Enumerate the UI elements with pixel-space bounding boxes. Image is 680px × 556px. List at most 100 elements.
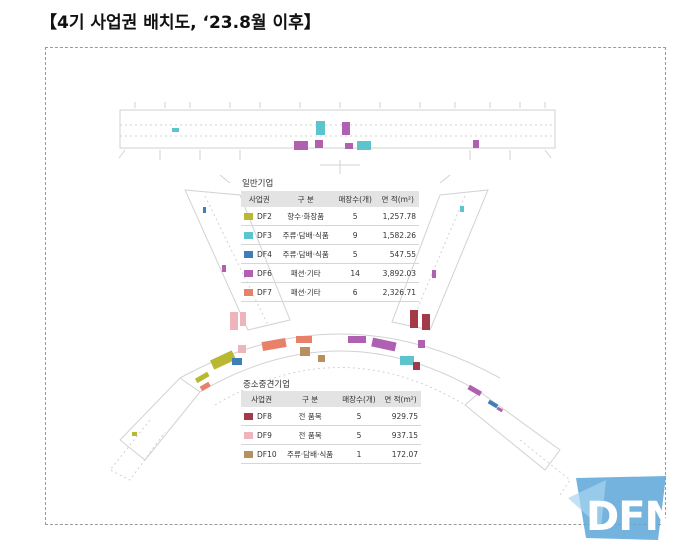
store-df6-l1: [222, 265, 226, 272]
store-df4-l2: [487, 399, 499, 409]
store-df6-c3: [418, 340, 425, 348]
store-code-cell: DF6: [241, 263, 278, 283]
store-code: DF8: [257, 411, 272, 421]
store-count-cell: 5: [333, 244, 377, 264]
store-df6-l2: [467, 384, 483, 397]
store-code: DF3: [257, 230, 272, 240]
store-df3-r1: [460, 206, 464, 212]
store-df2-l1: [194, 371, 210, 384]
dfn-logo: [568, 476, 666, 540]
store-count-cell: 14: [333, 263, 377, 283]
store-df4-l1: [203, 207, 206, 213]
area-cell: 1,582.26: [376, 225, 419, 245]
store-code: DF10: [257, 449, 277, 459]
store-df4-c1: [232, 358, 242, 365]
store-df6-c2: [371, 337, 397, 352]
store-count-cell: 5: [337, 407, 381, 426]
general-table-label: 일반기업: [242, 179, 274, 189]
general-table: 사업권 구 분 매장수(개) 면 적(m²) DF2 향수·화장품 5 1,257.7…: [241, 191, 419, 302]
sme-header-category: 구 분: [282, 391, 338, 407]
general-header-stores: 매장수(개): [333, 191, 377, 207]
color-swatch: [244, 269, 253, 277]
color-swatch: [244, 450, 253, 458]
store-df6-a: [294, 141, 308, 150]
area-cell: 2,326.71: [376, 282, 419, 302]
store-df7-l1: [199, 381, 211, 392]
store-df6-b: [315, 140, 323, 148]
store-df6-r1: [432, 270, 436, 278]
category-cell: 전 품목: [282, 407, 338, 426]
color-swatch: [244, 412, 253, 420]
diagram-frame: [45, 47, 666, 525]
category-cell: 주류·담배·식품: [277, 225, 334, 245]
area-cell: 172.07: [380, 444, 421, 464]
category-cell: 전 품목: [282, 425, 338, 445]
category-cell: 주류·담배·식품: [277, 244, 334, 264]
store-code-cell: DF3: [241, 225, 278, 245]
area-cell: 929.75: [380, 407, 421, 426]
store-df6-right: [473, 140, 479, 148]
store-code: DF6: [257, 268, 272, 278]
category-cell: 향수·화장품: [277, 207, 334, 226]
store-df3-top: [316, 121, 325, 135]
sme-table: 사업권 구 분 매장수(개) 면 적(m²) DF8 전 품목 5 929.75 DF9…: [241, 391, 421, 464]
table-row: DF2 향수·화장품 5 1,257.78: [241, 207, 419, 226]
store-code-cell: DF2: [241, 207, 278, 226]
store-df7-c2: [296, 336, 312, 343]
table-row: DF3 주류·담배·식품 9 1,582.26: [241, 225, 419, 245]
color-swatch: [244, 431, 253, 439]
store-df8-r2: [422, 314, 430, 330]
area-cell: 3,892.03: [376, 263, 419, 283]
store-df8-r1: [410, 310, 418, 328]
color-swatch: [244, 231, 253, 239]
store-df3-left: [172, 128, 179, 132]
df-stores-left-arm: [203, 207, 246, 330]
store-df9-l1: [230, 312, 238, 330]
category-cell: 패션·기타: [277, 282, 334, 302]
store-df6-top: [342, 122, 350, 135]
category-cell: 패션·기타: [277, 263, 334, 283]
table-row: DF6 패션·기타 14 3,892.03: [241, 263, 419, 283]
store-code: DF2: [257, 211, 272, 221]
store-count-cell: 6: [333, 282, 377, 302]
category-cell: 주류·담배·식품: [282, 444, 338, 464]
store-count-cell: 5: [333, 207, 377, 226]
table-row: DF7 패션·기타 6 2,326.71: [241, 282, 419, 302]
general-header-code: 사업권: [241, 191, 278, 207]
sme-header-area: 면 적(m²): [380, 391, 421, 407]
store-code: DF4: [257, 249, 272, 259]
dfn-logo-text: DFN: [586, 494, 678, 540]
store-df10-c2: [318, 355, 325, 362]
store-code-cell: DF10: [241, 444, 283, 464]
store-count-cell: 1: [337, 444, 381, 464]
color-swatch: [244, 288, 253, 296]
sme-table-label: 중소중견기업: [243, 380, 290, 390]
area-cell: 547.55: [376, 244, 419, 264]
store-code-cell: DF8: [241, 407, 283, 426]
color-swatch: [244, 250, 253, 258]
df-stores-lower: [132, 371, 504, 436]
df-stores-center: [210, 336, 425, 370]
store-code-cell: DF7: [241, 282, 278, 302]
sme-header-stores: 매장수(개): [337, 391, 381, 407]
store-df10-c1: [300, 347, 310, 356]
store-df2-l2: [132, 432, 137, 436]
area-cell: 937.15: [380, 425, 421, 445]
sme-header-code: 사업권: [241, 391, 283, 407]
table-row: DF10 주류·담배·식품 1 172.07: [241, 444, 421, 464]
store-df9-l2: [240, 312, 246, 326]
page-title: 【4기 사업권 배치도, ‘23.8월 이후】: [40, 13, 321, 33]
df-stores-top: [172, 121, 479, 150]
store-code: DF9: [257, 430, 272, 440]
store-df6-c1: [348, 336, 366, 343]
table-row: DF8 전 품목 5 929.75: [241, 407, 421, 426]
store-df8-c1: [413, 362, 420, 370]
df-stores-right-arm: [410, 206, 464, 330]
table-row: DF4 주류·담배·식품 5 547.55: [241, 244, 419, 264]
general-header-area: 면 적(m²): [376, 191, 419, 207]
general-header-category: 구 분: [277, 191, 334, 207]
store-df7-c1: [261, 337, 287, 352]
store-code-cell: DF9: [241, 425, 283, 445]
store-df6-l3: [496, 406, 504, 413]
